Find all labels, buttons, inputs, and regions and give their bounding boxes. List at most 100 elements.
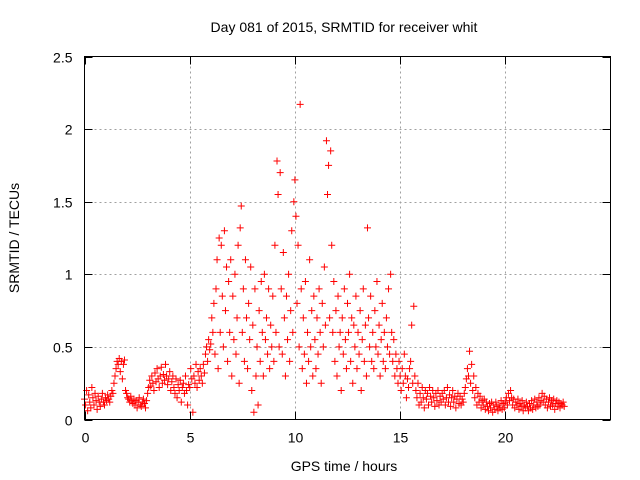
data-point — [397, 386, 405, 394]
data-point — [379, 357, 387, 365]
data-point — [284, 336, 292, 344]
data-point — [470, 372, 478, 380]
data-point — [358, 336, 366, 344]
data-point — [351, 343, 359, 351]
data-point — [267, 321, 275, 329]
data-point — [302, 379, 310, 387]
data-point — [452, 404, 460, 412]
data-point — [295, 343, 303, 351]
data-point — [551, 405, 559, 413]
data-point — [122, 386, 130, 394]
data-point — [233, 314, 241, 322]
data-point — [559, 398, 567, 406]
data-point — [469, 386, 477, 394]
data-point — [426, 384, 434, 392]
data-point — [285, 270, 293, 278]
x-tick-label: 10 — [288, 430, 304, 446]
data-point — [210, 299, 218, 307]
data-point — [225, 278, 233, 286]
data-point — [155, 384, 163, 392]
data-point — [208, 314, 216, 322]
y-tick-label: 1 — [65, 267, 73, 283]
data-point — [258, 328, 266, 336]
data-point — [174, 381, 182, 389]
data-point — [463, 365, 471, 373]
data-point — [261, 336, 269, 344]
data-point — [223, 263, 231, 271]
data-point — [228, 372, 236, 380]
data-point — [85, 391, 93, 399]
data-point — [301, 278, 309, 286]
data-point — [528, 397, 536, 405]
data-point — [282, 292, 290, 300]
data-point — [119, 360, 127, 368]
data-point — [513, 401, 521, 409]
data-point — [235, 379, 243, 387]
data-point — [205, 336, 213, 344]
data-point — [360, 357, 368, 365]
data-point — [111, 372, 119, 380]
data-point — [144, 389, 152, 397]
data-point — [514, 395, 522, 403]
data-point — [108, 386, 116, 394]
data-point — [328, 241, 336, 249]
x-tick-label: 0 — [82, 430, 90, 446]
data-point — [350, 321, 358, 329]
data-point — [347, 357, 355, 365]
grid-lines — [84, 56, 611, 420]
data-point — [181, 372, 189, 380]
data-point — [448, 394, 456, 402]
data-point — [251, 285, 259, 293]
data-point — [441, 401, 449, 409]
data-point — [104, 391, 112, 399]
data-point — [299, 314, 307, 322]
data-point — [142, 404, 150, 412]
data-point — [412, 386, 420, 394]
data-point — [260, 270, 268, 278]
data-point — [434, 386, 442, 394]
data-point — [186, 384, 194, 392]
data-point — [326, 314, 334, 322]
data-point — [139, 395, 147, 403]
data-point — [320, 263, 328, 271]
data-point — [214, 365, 222, 373]
data-point — [374, 350, 382, 358]
data-point — [271, 241, 279, 249]
data-point — [407, 357, 415, 365]
data-point — [466, 347, 474, 355]
data-point — [352, 292, 360, 300]
data-point — [376, 372, 384, 380]
axis-ticks — [84, 56, 611, 421]
data-point — [90, 401, 98, 409]
data-point — [294, 241, 302, 249]
data-point — [353, 365, 361, 373]
data-point — [312, 365, 320, 373]
data-point — [199, 360, 207, 368]
data-point — [255, 307, 263, 315]
data-point — [330, 278, 338, 286]
data-point — [318, 299, 326, 307]
data-point — [153, 365, 161, 373]
data-point — [84, 407, 92, 415]
data-point — [151, 369, 159, 377]
data-point — [383, 343, 391, 351]
chart-title: Day 081 of 2015, SRMTID for receiver whi… — [211, 19, 478, 35]
data-point — [321, 321, 329, 329]
data-point — [416, 389, 424, 397]
data-point — [289, 328, 297, 336]
data-point — [276, 169, 284, 177]
data-point — [237, 202, 245, 210]
data-point — [98, 389, 106, 397]
data-point — [378, 299, 386, 307]
data-point — [356, 307, 364, 315]
data-point — [259, 372, 267, 380]
data-point — [216, 328, 224, 336]
data-point — [160, 376, 168, 384]
data-point — [190, 372, 198, 380]
data-point — [529, 405, 537, 413]
y-tick-label: 0.5 — [53, 340, 73, 356]
data-point — [458, 395, 466, 403]
data-point — [236, 224, 244, 232]
data-point — [377, 336, 385, 344]
data-point — [388, 328, 396, 336]
